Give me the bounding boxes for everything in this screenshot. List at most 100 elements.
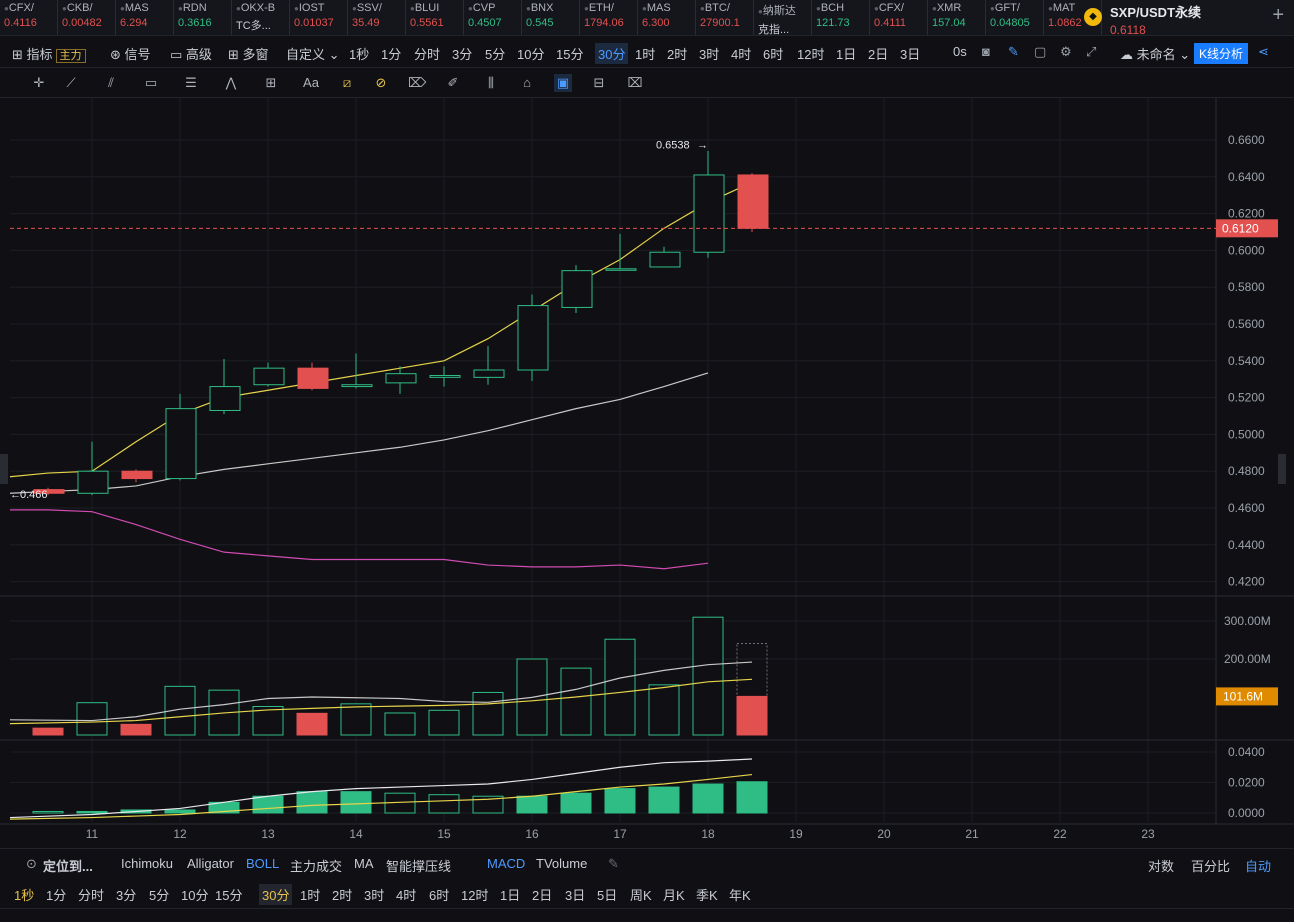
interval-tab[interactable]: 分时 xyxy=(414,47,441,62)
ticker-item[interactable]: GFT/0.04805 xyxy=(986,0,1044,35)
scale-option[interactable]: 对数 xyxy=(1148,859,1175,874)
period-tab[interactable]: 年K xyxy=(729,888,751,903)
candle[interactable] xyxy=(209,358,241,415)
period-tab[interactable]: 1日 xyxy=(500,888,521,903)
period-tab[interactable]: 15分 xyxy=(215,888,243,903)
ticker-item[interactable]: MAS 6.294 xyxy=(116,0,174,35)
ruler-icon[interactable]: ⧄ xyxy=(342,75,352,90)
ticker-item[interactable]: BLUI 0.5561 xyxy=(406,0,464,35)
period-tab[interactable]: 5日 xyxy=(597,888,618,903)
period-tab[interactable]: 3时 xyxy=(364,888,385,903)
magnet-icon[interactable]: ⊘ xyxy=(375,75,387,90)
candle[interactable] xyxy=(561,265,593,313)
candle[interactable] xyxy=(737,173,769,232)
candle[interactable] xyxy=(297,362,329,391)
period-tab[interactable]: 3日 xyxy=(565,888,586,903)
multi-window-button[interactable]: ⊞ 多窗 xyxy=(228,47,269,62)
interval-tab[interactable]: 3日 xyxy=(900,47,921,62)
horizontal-lines-icon[interactable]: ☰ xyxy=(185,75,197,90)
indicator-toggle[interactable]: MACD xyxy=(487,856,526,871)
period-tab[interactable]: 2时 xyxy=(332,888,353,903)
ticker-item[interactable]: MAT 1.0862 xyxy=(1044,0,1102,35)
comment-icon[interactable]: ▢ xyxy=(1034,44,1047,59)
lock-icon[interactable]: ⌂ xyxy=(523,75,531,90)
indicator-toggle[interactable]: TVolume xyxy=(536,856,588,871)
candle[interactable] xyxy=(77,441,109,496)
trend-line-icon[interactable]: ⟋ xyxy=(66,75,76,90)
ticker-item[interactable]: IOST 0.01037 xyxy=(290,0,348,35)
scale-option[interactable]: 百分比 xyxy=(1191,859,1231,874)
candle[interactable] xyxy=(253,362,285,387)
fullscreen-icon[interactable]: ⤢ xyxy=(1086,44,1097,59)
candle[interactable] xyxy=(473,346,505,385)
ticker-item[interactable]: RDN 0.3616 xyxy=(174,0,232,35)
rectangle-icon[interactable]: ▭ xyxy=(144,75,158,90)
period-tab[interactable]: 季K xyxy=(696,888,718,903)
period-tab[interactable]: 1秒 xyxy=(14,888,35,903)
locate-icon[interactable]: ⊙ xyxy=(26,856,37,871)
period-tab[interactable]: 1分 xyxy=(46,888,67,903)
candle[interactable] xyxy=(341,353,373,389)
period-tab[interactable]: 分时 xyxy=(78,888,105,903)
ticker-item[interactable]: ETH/1794.06 xyxy=(580,0,638,35)
period-tab[interactable]: 周K xyxy=(630,888,652,903)
candle[interactable] xyxy=(165,393,197,481)
interval-tab[interactable]: 6时 xyxy=(763,47,784,62)
ticker-item[interactable]: CVP 0.4507 xyxy=(464,0,522,35)
kline-chart[interactable]: 0.6600 0.6400 0.6200 0.6000 0.5800 0.5600 0.54… xyxy=(0,98,1294,848)
candle[interactable] xyxy=(33,487,65,496)
left-scroll-handle[interactable] xyxy=(0,454,8,484)
ticker-item[interactable]: 纳斯达克指... xyxy=(754,0,812,36)
text-icon[interactable]: Aa xyxy=(303,75,319,90)
indicator-button[interactable]: ⊞ 指标 主力 xyxy=(12,44,86,63)
indicator-toggle[interactable]: 智能撑压线 xyxy=(386,859,452,874)
interval-tab[interactable]: 2日 xyxy=(868,47,889,62)
interval-tab[interactable]: 1秒 xyxy=(349,47,370,62)
interval-tab[interactable]: 12时 xyxy=(797,47,825,62)
camera-icon[interactable]: ◙ xyxy=(982,44,990,59)
period-tab[interactable]: 1时 xyxy=(300,888,321,903)
pencil-icon[interactable]: ✎ xyxy=(1008,44,1019,59)
ticker-item[interactable]: CFX/0.4116 xyxy=(0,0,58,35)
gear-icon[interactable]: ⚙ xyxy=(1060,44,1072,59)
ticker-item[interactable]: CKB/0.00482 xyxy=(58,0,116,35)
interval-tab[interactable]: 30分 xyxy=(595,43,629,64)
share-icon[interactable]: ⋖ xyxy=(1258,44,1269,59)
layout-select[interactable]: ☁ 未命名 ⌄ xyxy=(1120,47,1191,62)
period-tab[interactable]: 4时 xyxy=(396,888,417,903)
indicator-toggle[interactable]: 主力成交 xyxy=(290,859,343,874)
right-scroll-handle[interactable] xyxy=(1278,454,1286,484)
add-pair-icon[interactable]: + xyxy=(1272,4,1284,26)
scale-option[interactable]: 自动 xyxy=(1245,859,1272,874)
measure-icon[interactable]: ⊞ xyxy=(265,75,277,90)
ticker-item[interactable]: BTC/27900.1 xyxy=(696,0,754,35)
ticker-item[interactable]: BCH 121.73 xyxy=(812,0,870,35)
indicator-toggle[interactable]: Ichimoku xyxy=(121,856,174,871)
indicator-toggle[interactable]: MA xyxy=(354,856,374,871)
custom-button[interactable]: 自定义 ⌄ xyxy=(286,47,340,62)
interval-tab[interactable]: 2时 xyxy=(667,47,688,62)
candles-icon[interactable]: ⫼ xyxy=(488,75,494,90)
indicator-toggle[interactable]: Alligator xyxy=(187,856,234,871)
brush-icon[interactable]: ✐ xyxy=(447,75,459,90)
interval-tab[interactable]: 5分 xyxy=(485,47,506,62)
candle[interactable] xyxy=(605,233,637,271)
interval-tab[interactable]: 1日 xyxy=(836,47,857,62)
interval-tab[interactable]: 10分 xyxy=(517,47,545,62)
indicator-toggle[interactable]: 定位到... xyxy=(43,859,93,874)
interval-tab[interactable]: 3分 xyxy=(452,47,473,62)
candle[interactable] xyxy=(121,469,153,483)
period-tab[interactable]: 6时 xyxy=(429,888,450,903)
advanced-button[interactable]: ▭ 高级 xyxy=(170,47,212,62)
candle[interactable] xyxy=(649,246,681,268)
ticker-item[interactable]: CFX/0.4111 xyxy=(870,0,928,35)
period-tab[interactable]: 2日 xyxy=(532,888,553,903)
eraser-icon[interactable]: ⌦ xyxy=(408,75,427,90)
interval-tab[interactable]: 15分 xyxy=(556,47,584,62)
candle[interactable] xyxy=(693,151,725,258)
period-tab[interactable]: 12时 xyxy=(461,888,489,903)
note-icon[interactable]: ⊟ xyxy=(593,75,605,90)
period-tab[interactable]: 10分 xyxy=(181,888,209,903)
period-tab[interactable]: 3分 xyxy=(116,888,137,903)
candle[interactable] xyxy=(385,366,417,394)
